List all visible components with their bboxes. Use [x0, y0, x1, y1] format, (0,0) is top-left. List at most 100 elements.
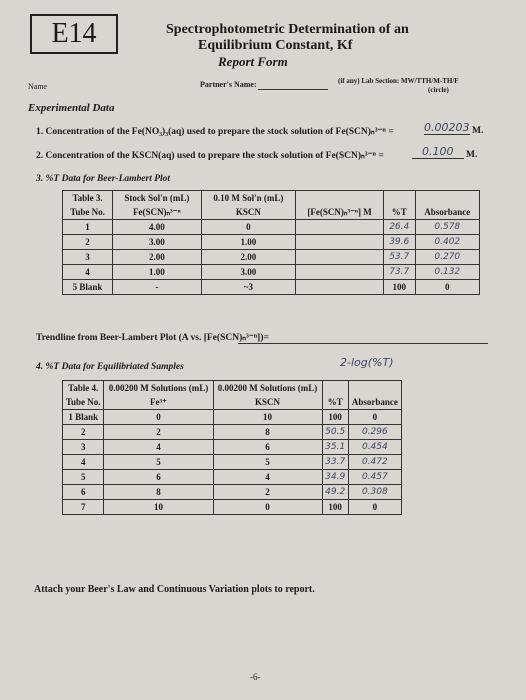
table-cell: 6 — [61, 484, 105, 500]
subtitle: Report Form — [218, 54, 288, 69]
table-cell: 0.296 — [347, 424, 403, 440]
table-cell — [295, 190, 384, 205]
table-cell — [295, 219, 384, 235]
experiment-code: E14 — [30, 14, 118, 54]
table-cell: 0 — [414, 279, 481, 295]
table-row: 5 Blank - ~3 100 0 — [61, 279, 481, 295]
table-cell: 1.00 — [112, 264, 202, 280]
table-row: Tube No. Fe³⁺ KSCN %T Absorbance — [61, 395, 403, 410]
table-3: Table 3. Stock Sol'n (mL) 0.10 M Sol'n (mL… — [61, 190, 481, 295]
name-label: Name — [28, 82, 48, 91]
table-row: 5 6 4 34.9 0.457 — [61, 469, 403, 485]
table-row: 4 1.00 3.00 73.7 0.132 — [61, 264, 481, 280]
table-cell: 6 — [103, 469, 214, 485]
section-label: (if any) Lab Section: MW/TTH/M-TH/F — [338, 77, 459, 85]
table-cell: 2.00 — [112, 249, 202, 265]
unit: M. — [472, 126, 484, 136]
table-cell: 73.7 — [382, 264, 416, 280]
table-cell: 3 — [61, 439, 105, 455]
table-cell: Stock Sol'n (mL) — [112, 190, 202, 205]
table-row: 1 Blank 0 10 100 0 — [61, 409, 403, 425]
table-cell: 0.270 — [414, 249, 481, 265]
table-cell: 39.6 — [382, 234, 416, 250]
table-cell — [382, 190, 416, 205]
table-cell: 4 — [61, 454, 105, 470]
partner-label: Partner's Name: — [200, 80, 257, 89]
table-cell: 3 — [61, 249, 114, 265]
question: 2. Concentration of the KSCN(aq) used to… — [36, 151, 384, 161]
table-cell: 3.00 — [112, 234, 202, 250]
table-cell: 2 — [61, 424, 105, 440]
table-cell: 0.308 — [347, 484, 403, 500]
table-cell — [347, 380, 403, 395]
table-cell: 53.7 — [382, 249, 416, 265]
page-number: -6- — [250, 672, 261, 682]
table-cell: 10 — [103, 499, 214, 515]
table-row: Table 4. 0.00200 M Solutions (mL) 0.00200 … — [61, 380, 403, 395]
section-title: Experimental Data — [28, 102, 115, 114]
unit: M. — [466, 150, 478, 160]
circle-note: (circle) — [428, 86, 449, 94]
table-cell: 100 — [382, 279, 416, 295]
table-cell: 1 Blank — [61, 409, 105, 425]
table-cell: - — [112, 279, 202, 295]
table-row: 4 5 5 33.7 0.472 — [61, 454, 403, 470]
underline — [238, 343, 488, 344]
table-cell: 0.457 — [347, 469, 403, 485]
table-cell: 0 — [347, 499, 403, 515]
table-row: 2 3.00 1.00 39.6 0.402 — [61, 234, 481, 250]
table-cell: 100 — [321, 409, 349, 425]
table-row: 3 4 6 35.1 0.454 — [61, 439, 403, 455]
question: 1. Concentration of the Fe(NO₃)₃(aq) use… — [36, 127, 394, 137]
table-cell — [295, 249, 384, 265]
table-cell: 2 — [103, 424, 214, 440]
table-cell: Table 4. — [61, 380, 105, 395]
table-cell: 0.454 — [347, 439, 403, 455]
table-cell: 0.00200 M Solutions (mL) — [103, 380, 214, 395]
table-cell: 10 — [212, 409, 323, 425]
table-cell: 0.472 — [347, 454, 403, 470]
table-row: 2 2 8 50.5 0.296 — [61, 424, 403, 440]
table-cell: %T — [382, 205, 416, 220]
table-row: 6 8 2 49.2 0.308 — [61, 484, 403, 500]
table-cell: 4.00 — [112, 219, 202, 235]
answer: 0.00203 — [424, 121, 470, 135]
table-cell: 1 — [61, 219, 114, 235]
table-cell — [295, 279, 384, 295]
table-cell: 4 — [61, 264, 114, 280]
table-cell: 0.402 — [414, 234, 481, 250]
question: 4. %T Data for Equilibriated Samples — [36, 362, 184, 372]
table-cell: 0.578 — [414, 219, 481, 235]
table-cell: 5 — [212, 454, 323, 470]
table-cell — [295, 264, 384, 280]
table-cell: 0 — [347, 409, 403, 425]
table-row: 3 2.00 2.00 53.7 0.270 — [61, 249, 481, 265]
table-row: Table 3. Stock Sol'n (mL) 0.10 M Sol'n (mL… — [61, 190, 481, 205]
title: Spectrophotometric Determination of an — [166, 22, 409, 37]
table-cell: KSCN — [200, 205, 297, 220]
table-cell: 2 — [212, 484, 323, 500]
table-row: Tube No. Fe(SCN)ₙ³⁻ⁿ KSCN [Fe(SCN)ₙ³⁻ⁿ] M %T… — [61, 205, 481, 220]
table-cell: 5 — [61, 469, 105, 485]
table-cell: 0.00200 M Solutions (mL) — [212, 380, 323, 395]
table-cell: 0.132 — [414, 264, 481, 280]
table-cell: KSCN — [212, 395, 323, 410]
table-cell: Tube No. — [61, 205, 114, 220]
table-cell: 8 — [103, 484, 214, 500]
table-cell: 5 Blank — [61, 279, 114, 295]
table-cell — [321, 380, 349, 395]
table-cell: 35.1 — [321, 439, 349, 455]
table-cell: 5 — [103, 454, 214, 470]
table-cell — [295, 234, 384, 250]
table-row: 1 4.00 0 26.4 0.578 — [61, 219, 481, 235]
table-cell: 0 — [200, 219, 297, 235]
table-cell: 49.2 — [321, 484, 349, 500]
handwritten-note: 2-log(%T) — [340, 356, 394, 369]
table-cell: Tube No. — [61, 395, 105, 410]
table-cell: Table 3. — [61, 190, 114, 205]
table-cell: 26.4 — [382, 219, 416, 235]
table-cell: 8 — [212, 424, 323, 440]
table-cell: 0.10 M Sol'n (mL) — [200, 190, 297, 205]
table-cell: [Fe(SCN)ₙ³⁻ⁿ] M — [295, 205, 384, 220]
